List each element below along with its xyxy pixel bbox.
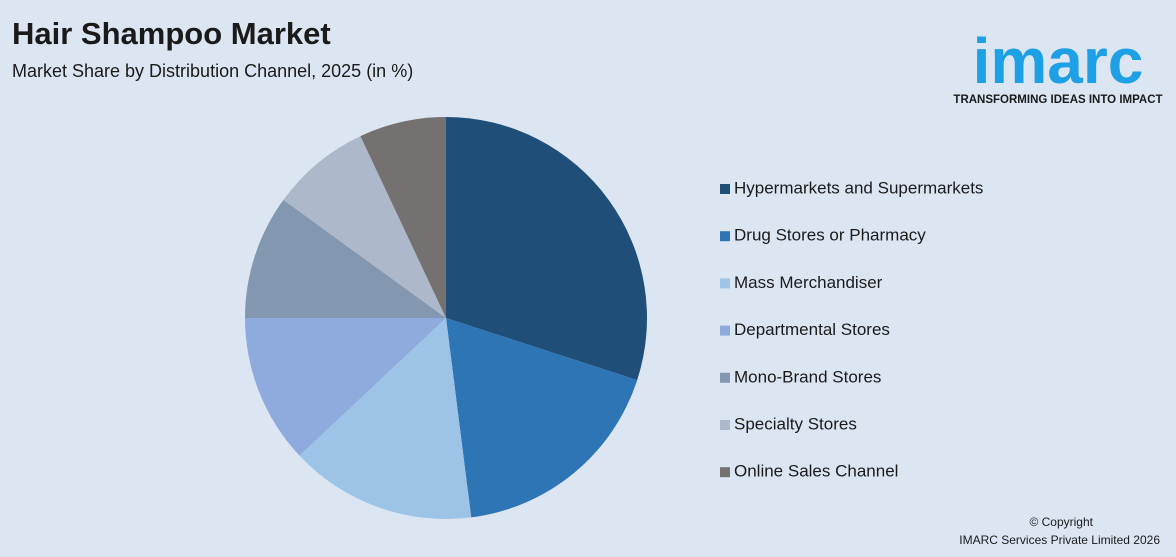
legend-swatch — [720, 420, 730, 430]
chart-subtitle: Market Share by Distribution Channel, 20… — [12, 61, 413, 81]
copyright: © Copyright — [1029, 515, 1093, 529]
legend-swatch — [720, 325, 730, 336]
legend-swatch — [720, 184, 730, 194]
logo-tagline: TRANSFORMING IDEAS INTO IMPACT — [953, 94, 1162, 106]
legend-label: Specialty Stores — [734, 414, 857, 433]
company: IMARC Services Private Limited 2026 — [959, 533, 1160, 547]
pie-slice — [245, 199, 446, 318]
legend-label: Online Sales Channel — [734, 462, 898, 481]
logo-name: imarc — [973, 25, 1144, 97]
pie-slice — [446, 318, 638, 518]
pie-slice — [299, 318, 472, 519]
legend-swatch — [720, 278, 730, 289]
pie-slice — [245, 318, 446, 456]
legend-swatch — [720, 231, 730, 242]
pie-slice — [446, 117, 647, 381]
legend-label: Mono-Brand Stores — [734, 367, 881, 386]
legend-label: Mass Merchandiser — [734, 273, 883, 292]
pie-slice — [283, 136, 446, 318]
legend-swatch — [720, 467, 730, 478]
legend-swatch — [720, 372, 730, 383]
legend-label: Drug Stores or Pharmacy — [734, 226, 926, 245]
legend-label: Hypermarkets and Supermarkets — [734, 178, 983, 197]
chart-title: Hair Shampoo Market — [12, 16, 331, 51]
legend-label: Departmental Stores — [734, 320, 890, 339]
pie-slice — [360, 117, 446, 318]
